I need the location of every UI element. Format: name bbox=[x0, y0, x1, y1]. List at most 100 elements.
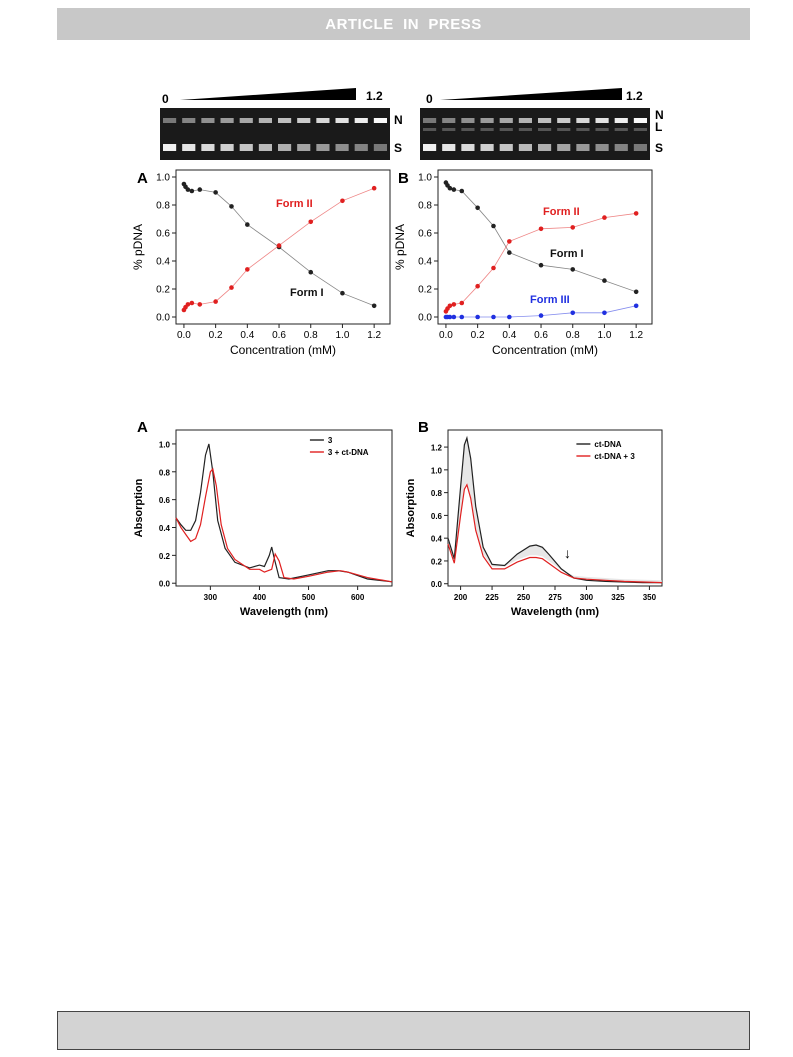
x-axis-label: Wavelength (nm) bbox=[511, 606, 600, 618]
series-form-i-point bbox=[213, 190, 218, 195]
plot-frame bbox=[175, 169, 391, 325]
series-form-ii-point bbox=[308, 219, 314, 225]
series-form-ii-point bbox=[459, 300, 465, 306]
gel-band-n bbox=[557, 118, 571, 123]
y-tick-label: 0.4 bbox=[159, 524, 171, 533]
x-tick-label: 350 bbox=[643, 593, 657, 602]
y-tick-label: 1.0 bbox=[418, 173, 432, 184]
gel-b-gradient-wedge bbox=[440, 88, 622, 100]
series-form-iii-point bbox=[491, 314, 496, 320]
legend-entry: 3 bbox=[328, 436, 333, 445]
gel-band-n bbox=[499, 118, 513, 123]
fig1b-form2-annotation: Form II bbox=[543, 206, 580, 218]
gel-band-n bbox=[239, 118, 253, 123]
gel-band-s bbox=[614, 144, 628, 151]
fig2-panel-a-plot: 300 400 500 600 0.0 0.2 0.4 0.6 0.8 1.0 Wavelength… bbox=[133, 429, 393, 618]
gel-band-s bbox=[499, 144, 513, 151]
gel-a-lanes bbox=[163, 118, 387, 151]
gel-band-s bbox=[557, 144, 571, 151]
gel-band-l bbox=[499, 128, 513, 131]
gel-band-n bbox=[576, 118, 590, 123]
series-form-iii-point bbox=[447, 314, 453, 320]
series-form-i-point bbox=[185, 187, 191, 192]
gel-band-l bbox=[518, 128, 532, 131]
y-axis-label: % pDNA bbox=[393, 224, 407, 270]
y-tick-label: 0.4 bbox=[156, 257, 170, 268]
gel-band-l bbox=[595, 128, 609, 131]
x-tick-label: 225 bbox=[485, 593, 499, 602]
gel-band-s bbox=[480, 144, 494, 151]
fig2-panel-b-plot: 200 225 250 275 300 325 350 0.0 0.2 0.4 0.6 0.8 1.0 1… bbox=[405, 429, 663, 618]
gel-band-l bbox=[538, 128, 552, 131]
gel-band-s bbox=[354, 144, 368, 151]
gel-band-s bbox=[201, 144, 215, 151]
y-tick-label: 0.2 bbox=[431, 557, 443, 566]
gel-b: 0 1.2 N L S bbox=[420, 88, 664, 160]
gel-a-band-label-n: N bbox=[394, 113, 403, 127]
gel-band-s bbox=[373, 144, 387, 151]
figure-2: A 300 400 500 600 0.0 0.2 0.4 0.6 0.8 1.0 Waveleng… bbox=[133, 419, 663, 618]
series-form-i-point bbox=[475, 205, 480, 211]
fig1a-form1-annotation: Form I bbox=[290, 287, 324, 299]
series-form-i-point bbox=[459, 188, 465, 194]
gel-b-lanes bbox=[423, 118, 647, 151]
fig2-panel-a-label: A bbox=[137, 419, 148, 436]
down-arrow-icon: ↓ bbox=[564, 545, 571, 561]
y-tick-label: 0.2 bbox=[159, 552, 171, 561]
y-tick-label: 1.2 bbox=[431, 444, 443, 453]
series-form-ii-point bbox=[633, 211, 639, 216]
x-tick-label: 1.0 bbox=[597, 330, 611, 341]
series-form-ii-point bbox=[475, 283, 480, 289]
x-tick-label: 0.6 bbox=[272, 330, 286, 341]
gel-band-s bbox=[538, 144, 552, 151]
x-tick-label: 400 bbox=[253, 593, 267, 602]
gel-a-image bbox=[160, 108, 390, 160]
series-form-ii-point bbox=[451, 302, 457, 307]
series-form-ii-point bbox=[447, 303, 453, 309]
legend-entry: 3 + ct-DNA bbox=[328, 448, 369, 457]
gel-band-s bbox=[239, 144, 253, 151]
series-form-iii-point bbox=[475, 314, 480, 320]
gel-band-n bbox=[163, 118, 177, 123]
x-tick-label: 1.2 bbox=[367, 330, 381, 341]
series-form-iii-point bbox=[570, 310, 576, 316]
gel-band-s bbox=[518, 144, 532, 151]
x-axis-label: Wavelength (nm) bbox=[240, 606, 329, 618]
series-form-iii-point bbox=[451, 314, 457, 320]
x-tick-label: 0.2 bbox=[471, 330, 485, 341]
y-tick-label: 0.0 bbox=[156, 313, 170, 324]
series-form-iii-point bbox=[507, 314, 512, 320]
series-form-ii-point bbox=[185, 302, 191, 307]
gel-band-l bbox=[633, 128, 647, 131]
series-form-i-point bbox=[507, 250, 512, 255]
series-ct-dna-line bbox=[447, 435, 662, 584]
y-tick-label: 0.8 bbox=[159, 468, 171, 477]
gel-band-n bbox=[633, 118, 647, 123]
gel-band-n bbox=[423, 118, 437, 123]
gel-band-l bbox=[576, 128, 590, 131]
plot-frame bbox=[175, 429, 393, 587]
gel-a-end-label: 1.2 bbox=[366, 89, 383, 103]
x-tick-label: 0.8 bbox=[304, 330, 318, 341]
gel-a-gradient-wedge bbox=[180, 88, 356, 100]
x-tick-label: 0.6 bbox=[534, 330, 548, 341]
series-form-i-point bbox=[197, 187, 203, 192]
gel-band-n bbox=[373, 118, 387, 123]
series-form-i-point bbox=[491, 223, 496, 229]
gel-band-n bbox=[258, 118, 272, 123]
y-tick-label: 0.0 bbox=[159, 580, 171, 589]
y-tick-label: 0.4 bbox=[418, 257, 432, 268]
series-form-i-point bbox=[340, 290, 345, 296]
fig1-panel-b-plot: 0.0 0.2 0.4 0.6 0.8 1.0 1.2 0.0 0.2 0.4 0.6 0.8 1.0 C… bbox=[393, 169, 653, 357]
y-tick-label: 0.8 bbox=[156, 201, 170, 212]
series-form-iii-point bbox=[459, 314, 465, 320]
series-form-ii-point bbox=[189, 300, 195, 306]
gel-a-start-label: 0 bbox=[162, 92, 169, 106]
x-tick-label: 0.4 bbox=[240, 330, 254, 341]
x-tick-label: 200 bbox=[454, 593, 468, 602]
series-form-i-point bbox=[538, 262, 544, 268]
x-tick-label: 275 bbox=[548, 593, 562, 602]
series-form-ii-point bbox=[538, 226, 544, 232]
x-tick-label: 500 bbox=[302, 593, 316, 602]
gel-band-s bbox=[163, 144, 177, 151]
